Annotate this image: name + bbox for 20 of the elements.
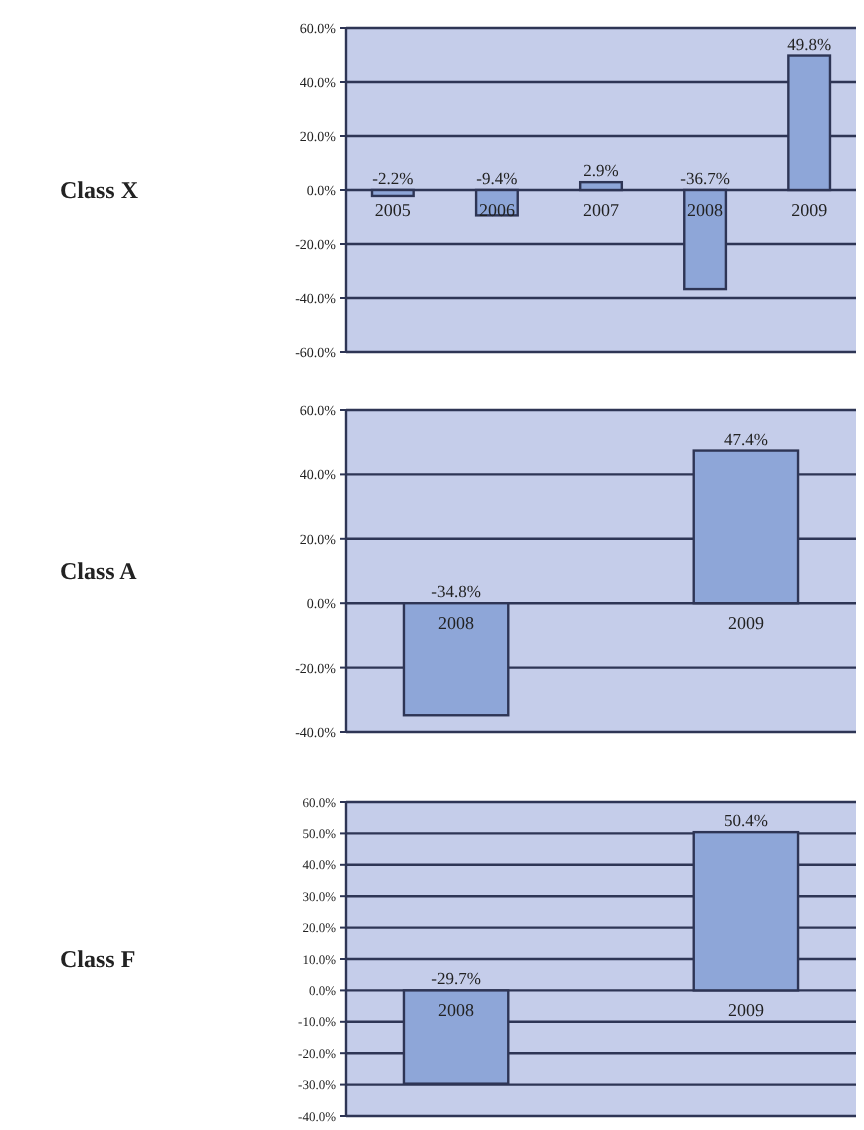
y-axis-title: Class F	[60, 945, 136, 973]
data-label: -36.7%	[680, 168, 730, 188]
data-label: -2.2%	[372, 168, 414, 188]
x-tick-label: 2005	[374, 200, 412, 220]
x-tick-label: 2008	[438, 613, 476, 634]
x-tick-label: 2008	[438, 1000, 476, 1021]
data-label: -34.8%	[431, 581, 481, 602]
x-tick-label: 2007	[583, 200, 620, 220]
x-tick-label: 2009	[727, 1000, 765, 1021]
data-label: -9.4%	[476, 168, 518, 188]
y-axis-title: Class A	[60, 557, 138, 585]
data-label: 47.4%	[723, 428, 768, 449]
x-tick-label: 2009	[791, 200, 829, 220]
data-label: -29.7%	[431, 968, 481, 989]
data-label: 2.9%	[583, 160, 619, 181]
y-axis-title: Class X	[60, 176, 139, 204]
x-tick-label: 2008	[687, 200, 725, 220]
data-label: 50.4%	[723, 810, 768, 831]
x-tick-label: 2009	[727, 613, 765, 634]
data-label: 49.8%	[787, 33, 832, 54]
